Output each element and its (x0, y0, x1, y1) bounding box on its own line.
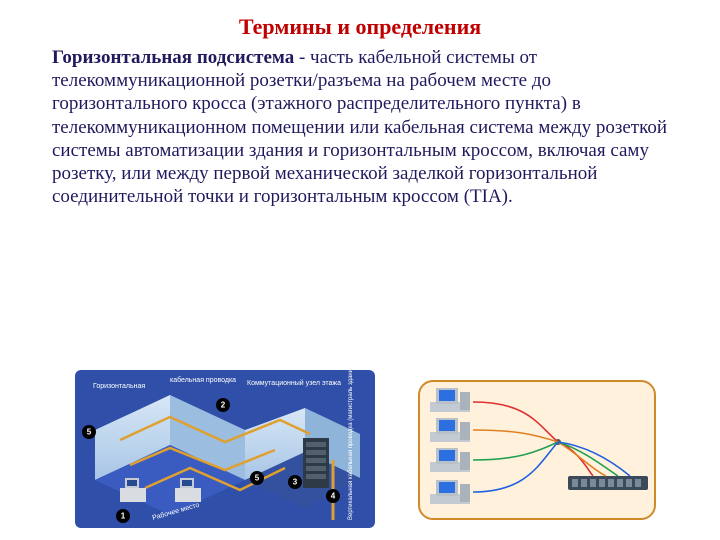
svg-text:2: 2 (221, 401, 226, 410)
svg-text:5: 5 (255, 474, 260, 483)
figure-topology (418, 380, 656, 520)
term: Горизонтальная подсистема (52, 47, 294, 68)
svg-text:1: 1 (121, 512, 126, 521)
label-top-left: Горизонтальная (93, 383, 145, 390)
svg-text:3: 3 (293, 478, 298, 487)
label-right-vertical: Вертикальная кабельная проводка (магистр… (348, 370, 354, 520)
figure-horizontal-subsystem: Горизонтальная кабельная проводка Коммут… (75, 370, 375, 528)
definition-paragraph: Горизонтальная подсистема - часть кабель… (0, 40, 720, 208)
label-top-mid: кабельная проводка (170, 376, 236, 384)
page-title: Термины и определения (0, 0, 720, 40)
server-rack (303, 438, 329, 488)
badge-1: 1 (116, 509, 130, 523)
definition-text: - часть кабельной системы от телекоммуни… (52, 47, 667, 207)
topology-svg (418, 380, 656, 520)
label-top-right: Коммутационный узел этажа (247, 379, 341, 387)
badge-4: 4 (326, 489, 340, 503)
room-diagram-svg: Горизонтальная кабельная проводка Коммут… (75, 370, 375, 528)
badge-3: 3 (288, 475, 302, 489)
slide: Термины и определения Горизонтальная под… (0, 0, 720, 540)
badge-2: 2 (216, 398, 230, 412)
badge-5a: 5 (82, 425, 96, 439)
badge-5b: 5 (250, 471, 264, 485)
svg-text:5: 5 (87, 428, 92, 437)
patch-panel (568, 476, 648, 490)
svg-text:4: 4 (331, 492, 336, 501)
figures-row: Горизонтальная кабельная проводка Коммут… (0, 362, 720, 532)
